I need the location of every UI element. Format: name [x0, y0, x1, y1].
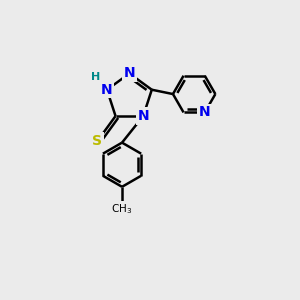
Text: S: S [92, 134, 102, 148]
Text: N: N [137, 109, 149, 123]
Text: H: H [91, 72, 101, 82]
Text: N: N [124, 66, 135, 80]
Text: N: N [199, 105, 211, 119]
Text: CH$_3$: CH$_3$ [111, 202, 133, 216]
Text: N: N [101, 83, 113, 97]
